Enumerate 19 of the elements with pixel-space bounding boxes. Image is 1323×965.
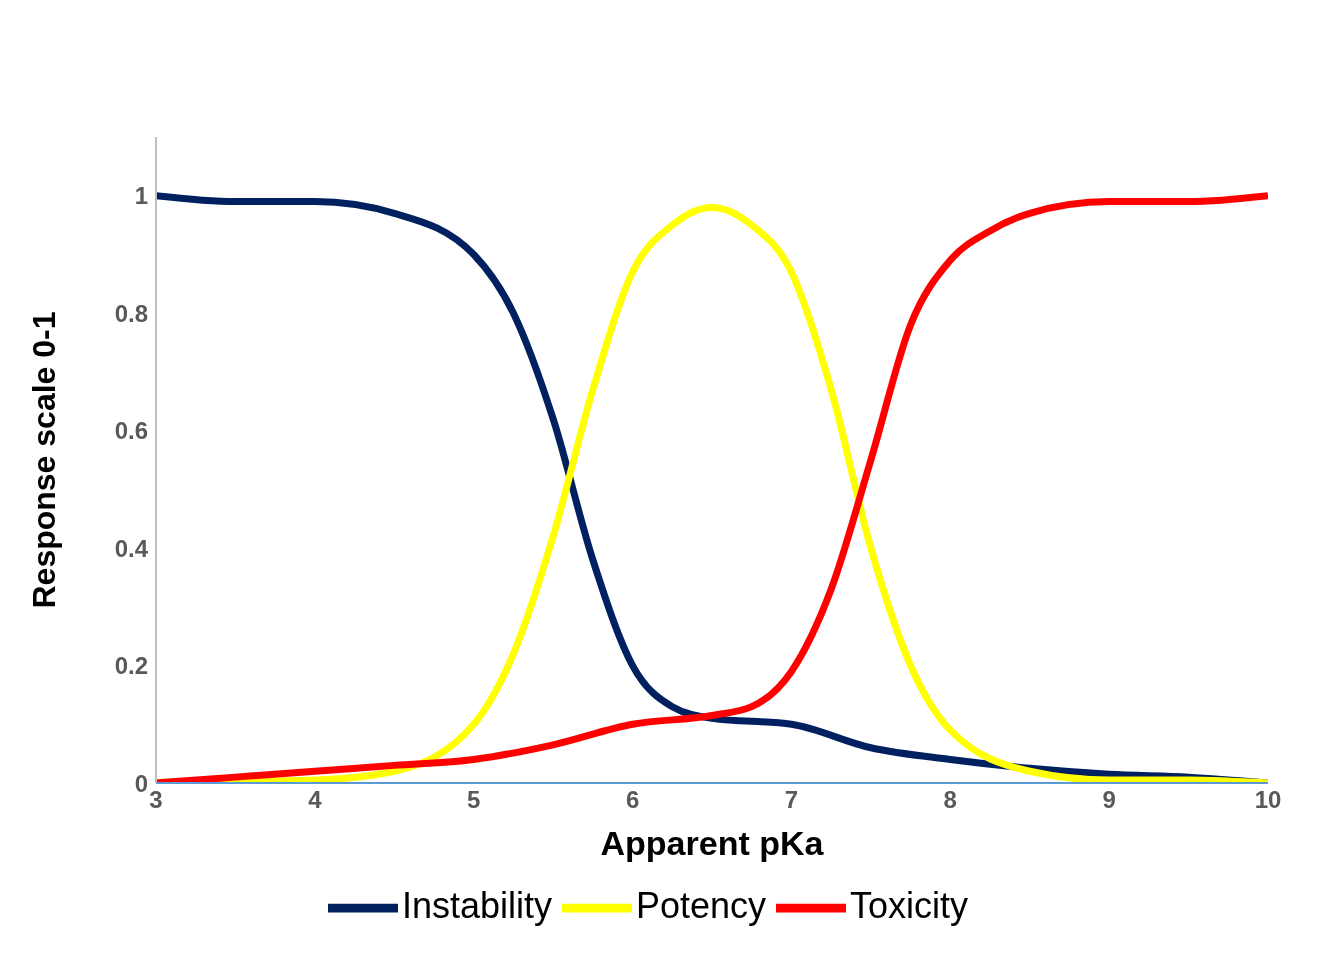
legend-label: Toxicity xyxy=(850,884,969,926)
y-axis-title: Response scale 0-1 xyxy=(26,311,63,609)
y-tick-label: 1 xyxy=(134,182,148,210)
x-tick-label: 8 xyxy=(943,786,957,814)
y-tick-label: 0.6 xyxy=(114,417,148,445)
x-tick-label: 5 xyxy=(467,786,481,814)
x-tick-label: 9 xyxy=(1102,786,1116,814)
y-tick-label: 0.8 xyxy=(114,299,148,327)
x-tick-label: 7 xyxy=(784,786,799,814)
x-tick-label: 3 xyxy=(149,786,163,814)
x-tick-label: 4 xyxy=(308,786,323,814)
x-axis-title: Apparent pKa xyxy=(600,824,825,862)
legend-label: Instability xyxy=(401,884,552,926)
y-tick-label: 0.2 xyxy=(114,652,148,680)
x-tick-label: 10 xyxy=(1254,786,1282,814)
legend-label: Potency xyxy=(635,884,767,926)
y-tick-label: 0 xyxy=(134,769,148,797)
y-tick-label: 0.4 xyxy=(114,534,149,562)
x-tick-label: 6 xyxy=(625,786,640,814)
